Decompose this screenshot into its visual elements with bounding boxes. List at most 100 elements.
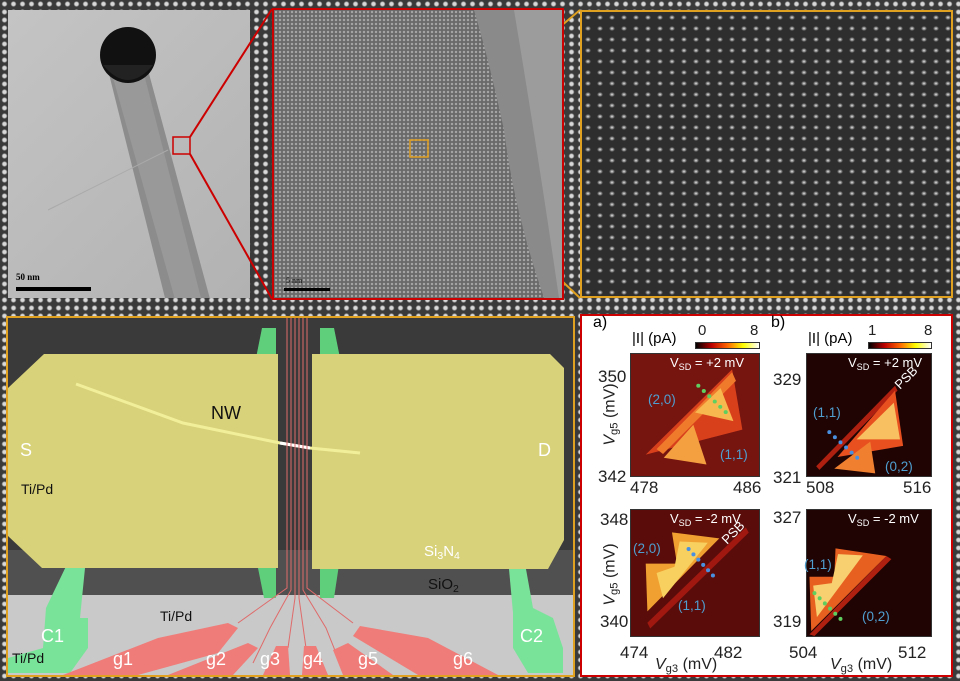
colorbar-a: [695, 342, 760, 349]
sio2-sub: 2: [453, 583, 459, 595]
tipd-c1-label: Ti/Pd: [12, 650, 45, 666]
x-tick-label: 482: [714, 643, 743, 662]
x-tick-label: 478: [630, 478, 659, 497]
colorbar-min-a: 0: [698, 322, 707, 339]
nanowire-drawing: [16, 27, 210, 298]
current-region: [834, 441, 876, 474]
scale-bar-label: 50 nm: [16, 272, 40, 282]
charge-state-label: (1,1): [813, 405, 841, 420]
y-tick-label: 319: [773, 612, 802, 631]
charge-state-label: (0,2): [885, 459, 913, 474]
hrtem-image: 5 nm: [272, 8, 564, 300]
sem-device-image: NW S D Ti/Pd Ti/Pd Ti/Pd Si3N4 SiO2 C1 C…: [6, 316, 575, 677]
detuning-dot: [691, 552, 696, 557]
detuning-dot: [828, 606, 833, 611]
nw-label: NW: [211, 403, 241, 423]
colorbar-label-b: |I| (pA): [808, 330, 853, 347]
y-tick-label: 321: [773, 468, 802, 487]
y-tick-label: 327: [773, 508, 802, 527]
current-region: [695, 388, 734, 422]
y-tick-label: 340: [600, 612, 629, 631]
current-region: [663, 424, 707, 465]
current-region: [647, 527, 749, 629]
charge-state-label: (2,0): [633, 541, 661, 556]
detuning-dot: [822, 601, 827, 606]
y-axis-label: Vg5 (mV): [601, 543, 621, 606]
detuning-dot: [710, 573, 715, 578]
current-region: [856, 402, 900, 440]
detuning-dot: [706, 568, 711, 573]
si3n4-text: Si: [424, 543, 438, 560]
detuning-dot: [838, 616, 843, 621]
colorbar-label-a: |I| (pA): [632, 330, 677, 347]
sio2-label: SiO2: [428, 576, 459, 595]
gate-label-g2: g2: [206, 649, 227, 669]
x-axis-label: Vg3 (mV): [830, 656, 893, 675]
x-tick-label: 512: [898, 643, 927, 662]
sio2-text: SiO: [428, 576, 454, 593]
si3n4-text: N: [443, 543, 455, 560]
y-tick-label: 342: [598, 467, 627, 486]
drain-label: D: [538, 440, 551, 460]
detuning-dot: [712, 399, 717, 404]
detuning-dot: [718, 404, 723, 409]
panel-label-a: a): [593, 314, 608, 331]
heatmap-plot-4: [806, 509, 932, 637]
detuning-dot: [849, 450, 854, 455]
tipd-contact-label: Ti/Pd: [21, 481, 54, 497]
detuning-dot: [696, 383, 701, 388]
si3n4-sub: 3: [437, 550, 444, 562]
atomic-lattice-image: [580, 10, 953, 298]
heatmap-plot-3: [630, 509, 760, 637]
x-axis-label: Vg3 (mV): [655, 656, 718, 675]
detuning-dot: [827, 430, 832, 435]
vsd-annotation: VSD = -2 mV: [670, 511, 741, 528]
gate-label-g3: g3: [260, 649, 281, 669]
gate-label-g1: g1: [113, 649, 134, 669]
tem-image: 50 nm: [8, 10, 250, 298]
charge-state-label: (1,1): [678, 598, 706, 613]
charge-state-label: (1,1): [720, 447, 748, 462]
colorbar-b: [868, 342, 932, 349]
detuning-dot: [707, 394, 712, 399]
colorbar-min-b: 1: [868, 322, 877, 339]
colorbar-max-a: 8: [750, 322, 759, 339]
detuning-dot: [833, 611, 838, 616]
detuning-dot: [686, 547, 691, 552]
charge-state-label: (1,1): [804, 557, 832, 572]
detuning-dot: [855, 455, 860, 460]
tipd-gate-label: Ti/Pd: [160, 608, 193, 624]
y-axis-label: Vg5 (mV): [601, 383, 621, 446]
c2-label: C2: [520, 626, 544, 646]
heatmap-plot-1: [630, 353, 760, 477]
detuning-dot: [701, 562, 706, 567]
y-tick-label: 350: [598, 367, 627, 386]
gate-electrodes: [63, 623, 498, 675]
gate-label-g4: g4: [303, 649, 324, 669]
x-tick-label: 516: [903, 478, 932, 497]
panel-label-b: b): [771, 314, 786, 331]
x-tick-label: 474: [620, 643, 649, 662]
current-region: [809, 555, 892, 636]
y-tick-label: 348: [600, 510, 629, 529]
detuning-dot: [844, 445, 849, 450]
y-tick-label: 329: [773, 370, 802, 389]
scale-bar-label: 5 nm: [286, 276, 303, 285]
x-tick-label: 504: [789, 643, 818, 662]
gate-label-g5: g5: [358, 649, 379, 669]
charge-state-label: (2,0): [648, 392, 676, 407]
detuning-dot: [696, 557, 701, 562]
colorbar-max-b: 8: [924, 322, 933, 339]
x-tick-label: 486: [733, 478, 762, 497]
heatmap-plot-2: [806, 353, 932, 477]
coupler-gates: [8, 328, 563, 673]
detuning-dot: [701, 389, 706, 393]
drain-contact: [312, 354, 564, 569]
source-label: S: [20, 440, 33, 460]
c1-label: C1: [41, 626, 65, 646]
current-region: [837, 390, 904, 457]
current-region: [809, 548, 887, 631]
detuning-dot: [832, 435, 837, 440]
detuning-dot: [812, 591, 817, 596]
x-tick-label: 508: [806, 478, 835, 497]
